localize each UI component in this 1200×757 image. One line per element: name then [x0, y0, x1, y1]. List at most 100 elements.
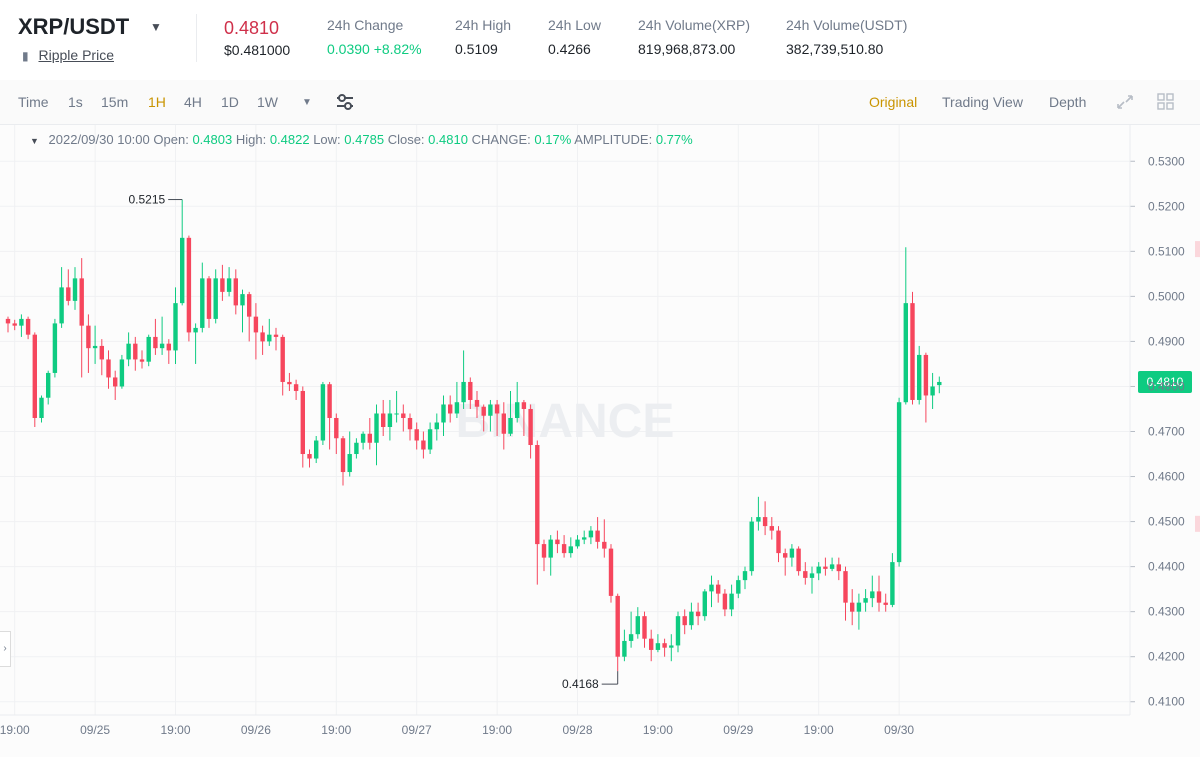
candle-body — [582, 537, 587, 540]
candle-body — [374, 413, 379, 443]
x-tick-label: 09/25 — [80, 723, 110, 737]
info-amplitude-label: AMPLITUDE: — [574, 132, 653, 147]
candle-body — [86, 325, 91, 349]
candle-body — [25, 318, 31, 335]
interval-1h[interactable]: 1H — [148, 94, 166, 110]
interval-15m[interactable]: 15m — [101, 94, 129, 110]
candle-body — [923, 354, 929, 396]
ripple-price-link[interactable]: Ripple Price — [38, 47, 114, 63]
candle-body — [72, 278, 78, 301]
last-price: 0.4810 — [224, 18, 280, 38]
candle-body — [588, 530, 594, 538]
expand-sidebar-tab[interactable]: › — [0, 631, 11, 667]
x-tick-label: 09/26 — [241, 723, 271, 737]
stat-value: 0.4266 — [548, 41, 591, 57]
view-original[interactable]: Original — [869, 94, 918, 110]
info-change: 0.17% — [534, 132, 572, 147]
candle-body — [796, 548, 801, 572]
candle-body — [675, 616, 681, 646]
fullscreen-icon[interactable] — [1115, 93, 1135, 111]
candle-body — [789, 548, 795, 558]
binance-watermark: BINANCE — [456, 395, 675, 448]
candle-body — [448, 404, 453, 414]
stat-value: 0.0390 +8.82% — [327, 41, 422, 57]
candle-body — [528, 408, 533, 446]
caret-down-icon[interactable]: ▼ — [150, 20, 162, 34]
candle-body — [883, 602, 888, 605]
candle-body — [414, 429, 419, 441]
interval-1d[interactable]: 1D — [221, 94, 239, 110]
candle-body — [628, 634, 634, 641]
candle-body — [535, 445, 540, 545]
candle-body — [682, 616, 687, 626]
candle-body — [608, 548, 614, 596]
edge-tab — [1195, 241, 1200, 258]
interval-4h[interactable]: 4H — [184, 94, 202, 110]
candle-body — [347, 454, 352, 473]
layout-grid-icon[interactable] — [1157, 93, 1175, 111]
candle-body — [32, 334, 37, 418]
interval-1s[interactable]: 1s — [68, 94, 83, 110]
info-high: 0.4822 — [269, 132, 310, 147]
stat-24h-low: 24h Low 0.4266 — [548, 17, 601, 57]
candle-body — [769, 526, 774, 531]
candle-body — [401, 413, 406, 418]
candle-body — [213, 278, 218, 319]
candle-body — [293, 384, 299, 391]
candle-body — [5, 318, 11, 324]
more-intervals-icon[interactable]: ▼ — [302, 97, 312, 108]
candle-body — [139, 359, 145, 362]
info-change-label: CHANGE: — [471, 132, 531, 147]
candle-body — [910, 303, 915, 400]
info-open: 0.4803 — [192, 132, 233, 147]
x-tick-label: 09/27 — [402, 723, 432, 737]
settings-sliders-icon[interactable] — [335, 93, 355, 111]
candle-body — [367, 433, 372, 443]
stat-24h-high: 24h High 0.5109 — [455, 17, 511, 57]
y-tick-label: 0.4300 — [1148, 605, 1185, 619]
candle-body — [515, 402, 520, 418]
candle-body — [669, 645, 674, 648]
candle-body — [113, 377, 118, 387]
info-low-label: Low: — [313, 132, 341, 147]
candle-body — [870, 591, 875, 599]
stat-label: 24h High — [455, 17, 512, 33]
candle-body — [354, 442, 359, 455]
candle-body — [220, 278, 225, 292]
candle-body — [622, 640, 627, 657]
x-tick-label: 19:00 — [321, 723, 351, 737]
view-depth[interactable]: Depth — [1049, 94, 1087, 110]
stat-label: 24h Low — [548, 17, 601, 33]
candle-body — [595, 530, 600, 542]
candle-body — [474, 399, 480, 407]
candle-body — [226, 278, 232, 292]
info-low: 0.4785 — [344, 132, 385, 147]
interval-1w[interactable]: 1W — [257, 94, 278, 110]
candle-body — [903, 303, 908, 403]
min-price-label: 0.4168 — [562, 677, 599, 691]
candle-body — [407, 417, 413, 430]
y-tick-label: 0.5200 — [1148, 199, 1185, 213]
candle-body — [568, 546, 573, 554]
interval-time[interactable]: Time — [18, 94, 49, 110]
candle-body — [66, 287, 71, 301]
stat-label: 24h Volume(XRP) — [638, 17, 751, 33]
candle-body — [762, 517, 768, 527]
candle-body — [153, 336, 158, 349]
document-icon: ▮ — [22, 49, 29, 63]
candle-body — [360, 433, 366, 443]
candle-body — [521, 402, 527, 409]
view-trading-view[interactable]: Trading View — [942, 94, 1023, 110]
pair-title[interactable]: XRP/USDT — [18, 14, 130, 39]
collapse-triangle-icon[interactable]: ▼ — [30, 136, 39, 146]
candle-body — [454, 402, 460, 414]
current-price-tag — [1138, 370, 1192, 393]
candle-body — [809, 573, 815, 578]
stat-24h-volume-xrp: 24h Volume(XRP) 819,968,873.00 — [638, 17, 750, 57]
candle-body — [850, 602, 855, 612]
candle-body — [642, 616, 647, 639]
chart-area[interactable] — [0, 125, 1200, 757]
y-tick-label: 0.4900 — [1148, 334, 1185, 348]
candle-body — [662, 643, 667, 648]
